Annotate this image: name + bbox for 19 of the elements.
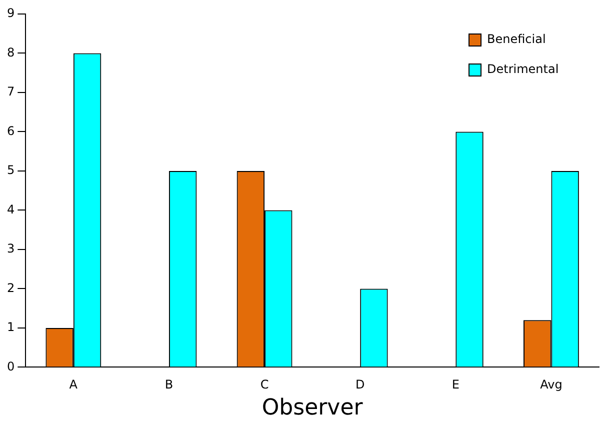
legend-label: Detrimental: [487, 62, 559, 76]
y-tick-label: 4: [6, 202, 15, 216]
y-tick-label: 9: [6, 6, 15, 20]
x-tick-label: C: [260, 378, 269, 392]
y-tick-label: 7: [6, 84, 15, 99]
y-tick-label: 2: [6, 280, 15, 295]
x-tick-label: Avg: [540, 378, 562, 392]
x-tick-label: A: [69, 378, 78, 392]
y-tick-label: 1: [6, 320, 15, 334]
y-tick-label: 6: [6, 124, 15, 138]
legend-label: Beneficial: [487, 32, 546, 46]
y-tick-label: 0: [6, 359, 15, 374]
x-tick-label: E: [452, 378, 460, 392]
y-tick-label: 8: [6, 45, 15, 60]
y-tick-label: 3: [6, 242, 15, 256]
y-tick-label: 5: [6, 163, 15, 178]
x-tick-label: D: [355, 378, 365, 392]
x-axis-title: Observer: [262, 396, 364, 421]
x-tick-label: B: [164, 378, 174, 392]
